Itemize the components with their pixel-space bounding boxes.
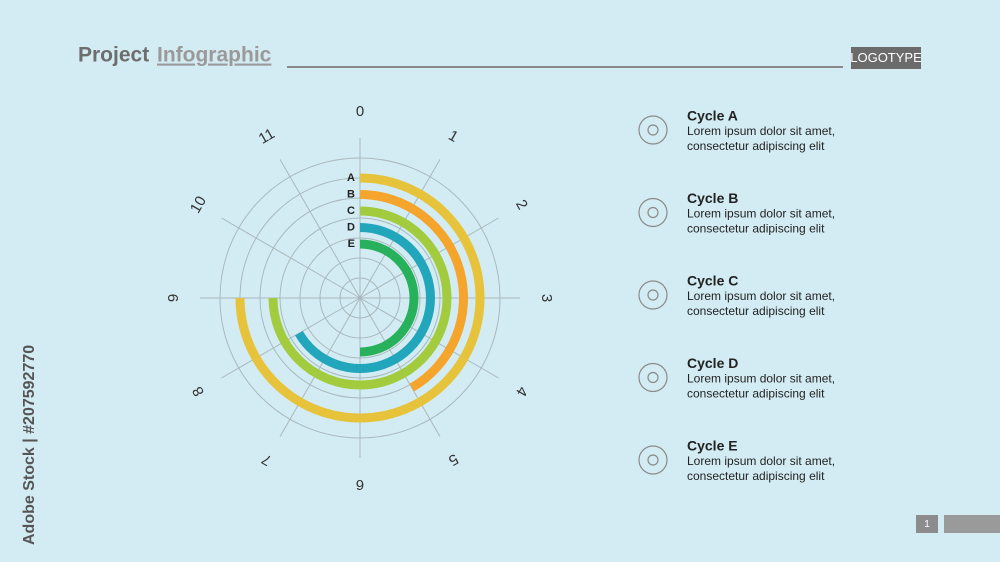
bar-label: D (347, 221, 355, 233)
legend-text: consectetur adipiscing elit (687, 304, 825, 318)
angle-tick-label: 11 (256, 125, 278, 148)
angle-tick-label: 1 (445, 127, 461, 146)
title-accent: Infographic (157, 44, 272, 67)
spoke (221, 217, 361, 299)
page-bar (944, 515, 1000, 533)
angle-tick-label: 10 (187, 193, 210, 216)
bar-label: E (348, 238, 355, 250)
legend-icon-dot (647, 371, 659, 384)
legend-text: Lorem ipsum dolor sit amet, (687, 289, 835, 303)
radial-bar (295, 223, 435, 373)
legend-icon (638, 197, 668, 228)
angle-tick-label: 0 (356, 103, 364, 120)
bar-label: B (347, 188, 355, 200)
spoke (359, 297, 499, 379)
legend-icon (638, 280, 668, 310)
angle-tick-label: 3 (538, 294, 555, 302)
spoke (359, 297, 441, 437)
logo: LOGOTYPE (850, 50, 922, 65)
legend-text: Lorem ipsum dolor sit amet, (687, 372, 835, 386)
bar-label: C (347, 205, 355, 217)
angle-tick-label: 9 (165, 294, 182, 302)
legend-icon-dot (647, 206, 659, 219)
bar-label: A (347, 172, 355, 184)
page-number: 1 (924, 519, 930, 530)
watermark: Adobe Stock | #207592770 (21, 345, 38, 545)
angle-tick-label: 6 (356, 476, 364, 493)
angle-tick-label: 5 (445, 450, 461, 469)
spoke (221, 297, 361, 379)
legend-title: Cycle C (687, 273, 738, 289)
spoke (279, 159, 361, 299)
radial-bar (268, 206, 452, 390)
legend-title: Cycle A (687, 108, 738, 124)
legend-icon (638, 362, 668, 393)
legend-text: consectetur adipiscing elit (687, 387, 825, 401)
legend-icon (638, 445, 668, 475)
legend-text: Lorem ipsum dolor sit amet, (687, 124, 835, 138)
logo-box (851, 47, 921, 69)
legend-icon-dot (647, 454, 659, 466)
title-main: Project (78, 44, 149, 67)
spoke (359, 159, 441, 299)
legend-icon-dot (647, 289, 659, 301)
legend-text: Lorem ipsum dolor sit amet, (687, 454, 835, 468)
legend-icon (638, 115, 668, 145)
page-box (916, 515, 938, 533)
angle-tick-label: 4 (512, 383, 531, 399)
angle-tick-label: 7 (259, 450, 275, 469)
legend-title: Cycle D (687, 355, 738, 371)
legend-icon-dot (647, 124, 659, 136)
radial-bar (359, 239, 419, 357)
angle-tick-label: 8 (189, 383, 208, 399)
legend-title: Cycle B (687, 190, 738, 206)
radial-bar (235, 173, 485, 423)
legend-text: Lorem ipsum dolor sit amet, (687, 207, 835, 221)
radial-bar (359, 190, 468, 392)
angle-tick-label: 2 (512, 197, 531, 213)
spoke (359, 217, 499, 299)
spoke (279, 297, 361, 437)
legend-text: consectetur adipiscing elit (687, 469, 825, 483)
legend-text: consectetur adipiscing elit (687, 222, 825, 236)
legend-text: consectetur adipiscing elit (687, 139, 825, 153)
legend-title: Cycle E (687, 438, 738, 454)
